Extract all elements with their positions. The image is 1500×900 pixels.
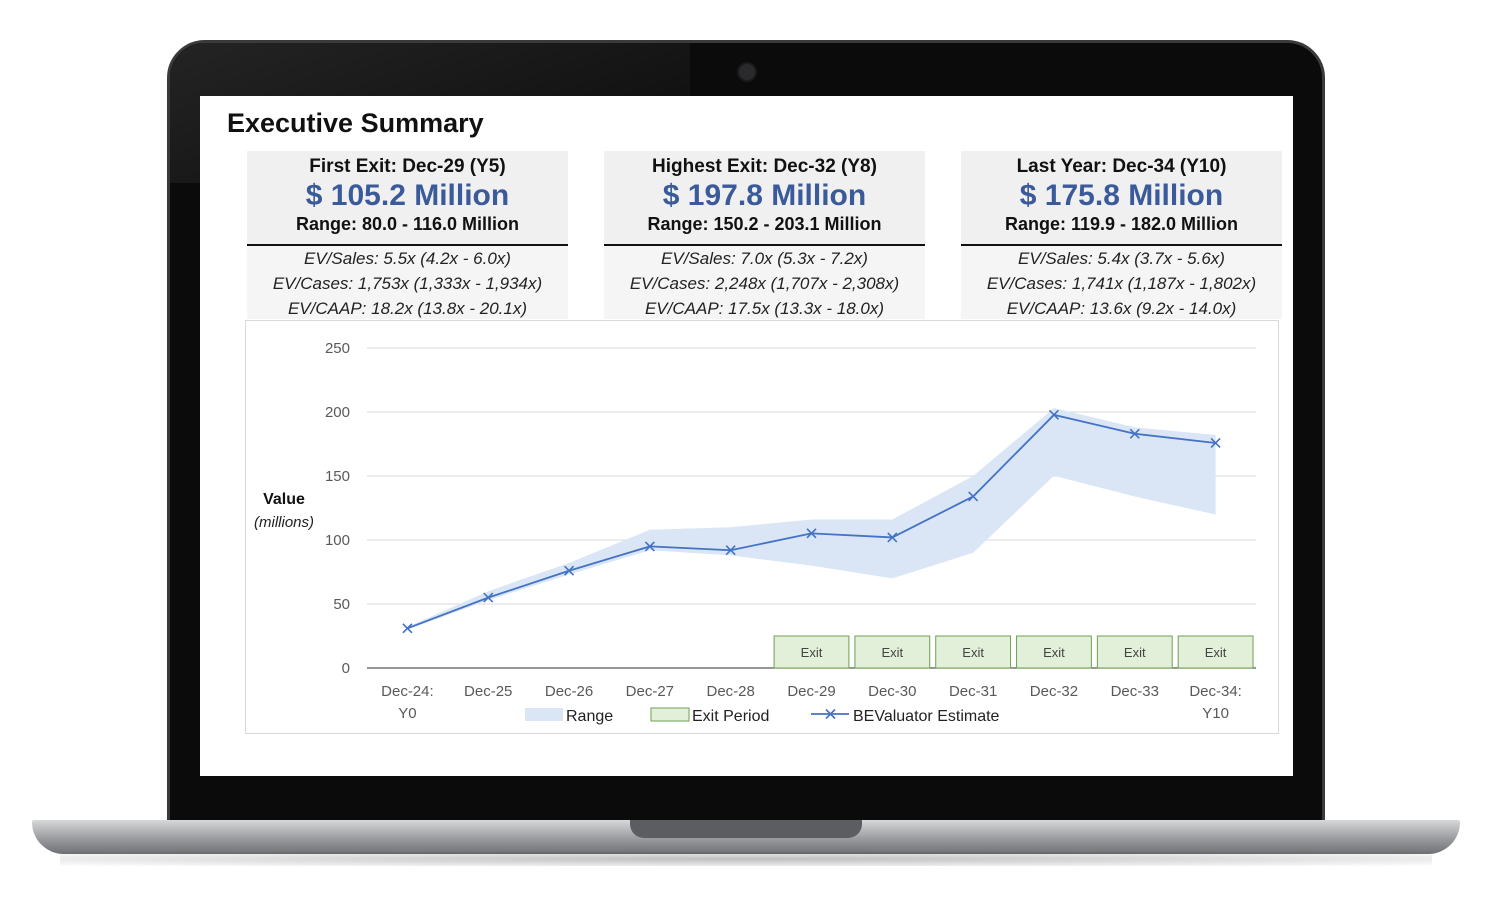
estimate-point (1048, 409, 1060, 420)
y-tick-label: 200 (325, 404, 350, 421)
card-value: $ 105.2 Million (305, 179, 510, 212)
estimate-point (402, 623, 413, 634)
x-tick-label: Dec-26 (545, 683, 593, 700)
summary-card-highest-exit: Highest Exit: Dec-32 (Y8) $ 197.8 Millio… (604, 151, 925, 319)
exit-bar-label: Exit (962, 645, 984, 660)
ev-cases: EV/Cases: 1,753x (1,333x - 1,934x) (272, 274, 543, 293)
legend-swatch-exit (650, 707, 690, 722)
card-range: Range: 150.2 - 203.1 Million (647, 214, 882, 234)
chart-frame: 0 50 100 150 200 250 Value (millions) Exit Exit Ex… (245, 320, 1279, 734)
card-multiples: EV/Sales: 5.4x (3.7x - 5.6x) EV/Cases: 1… (961, 246, 1282, 319)
exit-period-bar (935, 635, 1012, 669)
exit-period-bar (773, 635, 850, 669)
card-multiples: EV/Sales: 7.0x (5.3x - 7.2x) EV/Cases: 2… (604, 246, 925, 319)
x-tick-label: Dec-34: (1189, 683, 1242, 700)
webcam-icon (737, 62, 757, 82)
screen: Executive Summary First Exit: Dec-29 (Y5… (200, 96, 1293, 776)
card-range: Range: 119.9 - 182.0 Million (1004, 214, 1239, 234)
y-tick-label: 0 (342, 660, 350, 677)
x-tick-label: Dec-31 (949, 683, 997, 700)
estimate-point (725, 545, 736, 556)
legend-swatch-marker (825, 708, 836, 720)
x-tick-label: Y0 (398, 705, 416, 722)
legend-swatch-range (525, 708, 563, 721)
estimate-point (887, 532, 898, 543)
exit-bar-label: Exit (1043, 645, 1065, 660)
ev-caap: EV/CAAP: 13.6x (9.2x - 14.0x) (1006, 299, 1237, 318)
value-chart: 0 50 100 150 200 250 Value (millions) Exit Exit Ex… (254, 340, 1256, 725)
exit-period-bar (1016, 635, 1092, 669)
card-head: First Exit: Dec-29 (Y5) $ 105.2 Million … (247, 151, 568, 246)
exit-bar-label: Exit (1124, 645, 1146, 660)
estimate-point (1210, 437, 1221, 449)
summary-card-first-exit: First Exit: Dec-29 (Y5) $ 105.2 Million … (247, 151, 568, 319)
card-value: $ 175.8 Million (1019, 179, 1224, 212)
exit-bar-label: Exit (881, 645, 903, 660)
laptop-notch (630, 820, 862, 838)
estimate-point (563, 565, 575, 576)
card-label: Last Year: Dec-34 (Y10) (1016, 156, 1227, 177)
card-label: First Exit: Dec-29 (Y5) (309, 156, 506, 177)
x-tick-label: Y10 (1202, 705, 1229, 722)
exit-period-bar (1177, 635, 1254, 669)
x-tick-label: Dec-30 (868, 683, 916, 700)
ev-cases: EV/Cases: 1,741x (1,187x - 1,802x) (986, 274, 1257, 293)
ev-caap: EV/CAAP: 17.5x (13.3x - 18.0x) (644, 299, 885, 318)
x-tick-label: Dec-24: (381, 683, 434, 700)
legend-label-range: Range (566, 708, 613, 725)
card-head: Last Year: Dec-34 (Y10) $ 175.8 Million … (961, 151, 1282, 246)
y-tick-label: 150 (325, 468, 350, 485)
estimate-point (644, 541, 655, 552)
estimate-point (1129, 428, 1140, 439)
estimate-point (483, 592, 494, 603)
legend-label-exit: Exit Period (692, 708, 769, 725)
x-tick-label: Dec-28 (707, 683, 755, 700)
legend-label-estimate: BEValuator Estimate (853, 708, 1000, 725)
exit-period-bar (854, 635, 931, 669)
y-axis-sublabel: (millions) (254, 514, 314, 531)
x-tick-label: Dec-27 (626, 683, 674, 700)
exit-bar-label: Exit (801, 645, 823, 660)
y-axis-label: Value (263, 491, 305, 508)
exit-period-bar (1096, 635, 1173, 669)
card-multiples: EV/Sales: 5.5x (4.2x - 6.0x) EV/Cases: 1… (247, 246, 568, 319)
card-label: Highest Exit: Dec-32 (Y8) (652, 156, 877, 177)
card-value: $ 197.8 Million (662, 179, 867, 212)
ev-sales: EV/Sales: 5.5x (4.2x - 6.0x) (304, 249, 511, 268)
ev-sales: EV/Sales: 7.0x (5.3x - 7.2x) (661, 249, 868, 268)
x-tick-label: Dec-29 (787, 683, 835, 700)
laptop-shadow (60, 852, 1432, 866)
y-tick-label: 250 (325, 340, 350, 357)
estimate-point (968, 491, 979, 502)
exit-bar-label: Exit (1205, 645, 1227, 660)
card-range: Range: 80.0 - 116.0 Million (295, 214, 520, 234)
page-title: Executive Summary (227, 108, 484, 138)
card-head: Highest Exit: Dec-32 (Y8) $ 197.8 Millio… (604, 151, 925, 246)
y-tick-label: 100 (325, 532, 350, 549)
ev-cases: EV/Cases: 2,248x (1,707x - 2,308x) (629, 274, 900, 293)
y-tick-label: 50 (333, 596, 350, 613)
x-tick-label: Dec-32 (1030, 683, 1078, 700)
ev-sales: EV/Sales: 5.4x (3.7x - 5.6x) (1018, 249, 1225, 268)
summary-card-last-year: Last Year: Dec-34 (Y10) $ 175.8 Million … (961, 151, 1282, 319)
range-band (407, 408, 1216, 630)
x-tick-label: Dec-25 (464, 683, 512, 700)
ev-caap: EV/CAAP: 18.2x (13.8x - 20.1x) (287, 299, 528, 318)
x-tick-label: Dec-33 (1111, 683, 1159, 700)
estimate-point (806, 528, 817, 539)
